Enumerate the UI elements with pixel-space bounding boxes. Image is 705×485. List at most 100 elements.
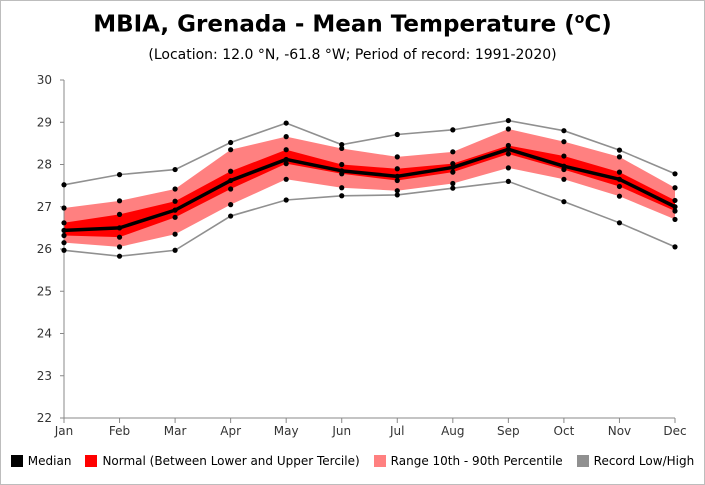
record-low-point [505, 178, 511, 184]
record-low-point [672, 244, 678, 250]
percentile-10-point [672, 216, 678, 223]
upper-tercile-point [116, 211, 123, 217]
x-tick-label: Feb [109, 424, 130, 438]
lower-tercile-point [228, 186, 234, 192]
legend-item-percentile-range: Range 10th - 90th Percentile [373, 454, 563, 468]
percentile-90-point [339, 145, 345, 152]
percentile-10-point [172, 231, 178, 237]
chart-subtitle: (Location: 12.0 °N, -61.8 °W; Period of … [148, 47, 557, 63]
percentile-10-point [228, 202, 234, 208]
y-tick-label: 22 [37, 411, 52, 425]
percentile-range-band [64, 129, 675, 247]
record-high-point [61, 182, 67, 188]
legend-label-record: Record Low/High [593, 454, 695, 468]
percentile-10-point [116, 244, 123, 250]
record-high-point [672, 171, 678, 177]
y-tick-label: 26 [37, 242, 52, 256]
legend-swatch-record [576, 455, 589, 467]
percentile-90-point [505, 126, 511, 132]
median-point [672, 204, 678, 210]
lower-tercile-point [616, 183, 623, 190]
median-point [228, 177, 234, 184]
percentile-10-point [61, 240, 67, 246]
percentile-90-point [61, 205, 67, 211]
percentile-10-point [283, 176, 289, 182]
legend-swatch-median [10, 455, 23, 467]
record-low-point [283, 197, 289, 203]
x-tick-label: Jan [54, 424, 74, 438]
upper-tercile-point [616, 169, 623, 175]
percentile-90-point [283, 134, 289, 140]
percentile-10-point [394, 188, 400, 194]
percentile-10-point [450, 180, 456, 187]
record-high-point [561, 128, 567, 134]
x-tick-label: Jun [331, 424, 351, 438]
chart-title: MBIA, Grenada - Mean Temperature (oC) [0, 11, 705, 38]
percentile-90-point [450, 149, 456, 155]
record-high-point [339, 142, 345, 148]
record-high-point [450, 127, 456, 133]
y-tick-label: 24 [37, 327, 52, 341]
upper-tercile-point [394, 166, 400, 172]
lower-tercile-point [61, 232, 67, 239]
record-low-line [63, 180, 676, 257]
x-tick-label: Dec [663, 424, 686, 438]
record-low-point [61, 247, 67, 253]
percentile-10-point [505, 165, 511, 171]
record-low-point [616, 220, 623, 226]
record-low-point [561, 199, 567, 205]
lower-tercile-point [672, 208, 678, 214]
record-high-point [505, 117, 511, 124]
legend-item-median: Median [10, 454, 72, 468]
lower-tercile-point [283, 161, 289, 167]
record-low-point [228, 213, 234, 219]
x-tick-label: Oct [554, 424, 575, 438]
upper-tercile-point [283, 147, 289, 153]
upper-tercile-point [172, 198, 178, 204]
record-high-point [172, 166, 178, 173]
upper-tercile-point [672, 197, 678, 204]
upper-tercile-point [561, 153, 567, 159]
median-line [63, 147, 676, 233]
x-tick-label: May [274, 424, 299, 438]
upper-tercile-point [450, 161, 456, 167]
median-point [450, 164, 456, 171]
record-high-point [394, 131, 400, 138]
x-tick-label: Apr [220, 424, 241, 438]
record-low-point [394, 192, 400, 198]
percentile-10-point [339, 185, 345, 191]
tercile-normal-band [64, 145, 675, 238]
y-tick-label: 23 [37, 369, 52, 383]
x-tick-label: Aug [441, 424, 464, 438]
median-point [561, 163, 567, 169]
y-tick-label: 28 [37, 158, 52, 172]
y-tick-label: 25 [37, 284, 52, 298]
legend-label-median: Median [27, 454, 72, 468]
percentile-10-point [561, 176, 567, 182]
lower-tercile-point [116, 234, 123, 240]
chart-title-text: MBIA, Grenada - Mean Temperature ( [93, 11, 575, 38]
legend-swatch-percentile-range [373, 455, 386, 467]
legend-label-percentile-range: Range 10th - 90th Percentile [390, 454, 563, 468]
upper-tercile-point [228, 168, 234, 174]
record-high-point [116, 172, 123, 178]
median-point [116, 225, 123, 231]
percentile-90-point [561, 139, 567, 145]
x-tick-label: Jul [389, 424, 404, 438]
median-point [394, 173, 400, 179]
median-point [339, 168, 345, 174]
legend-item-record: Record Low/High [576, 454, 695, 468]
y-tick-label: 29 [37, 115, 52, 129]
legend-swatch-normal [85, 455, 98, 467]
y-tick-label: 27 [37, 200, 52, 214]
record-low-point [116, 253, 123, 259]
chart-legend: Median Normal (Between Lower and Upper T… [0, 454, 705, 468]
median-point [172, 207, 178, 213]
upper-tercile-point [61, 220, 67, 226]
median-point [505, 146, 511, 152]
chart-title-unit: C) [584, 11, 612, 38]
lower-tercile-point [172, 214, 178, 220]
percentile-10-point [616, 193, 623, 199]
percentile-90-point [172, 186, 178, 192]
